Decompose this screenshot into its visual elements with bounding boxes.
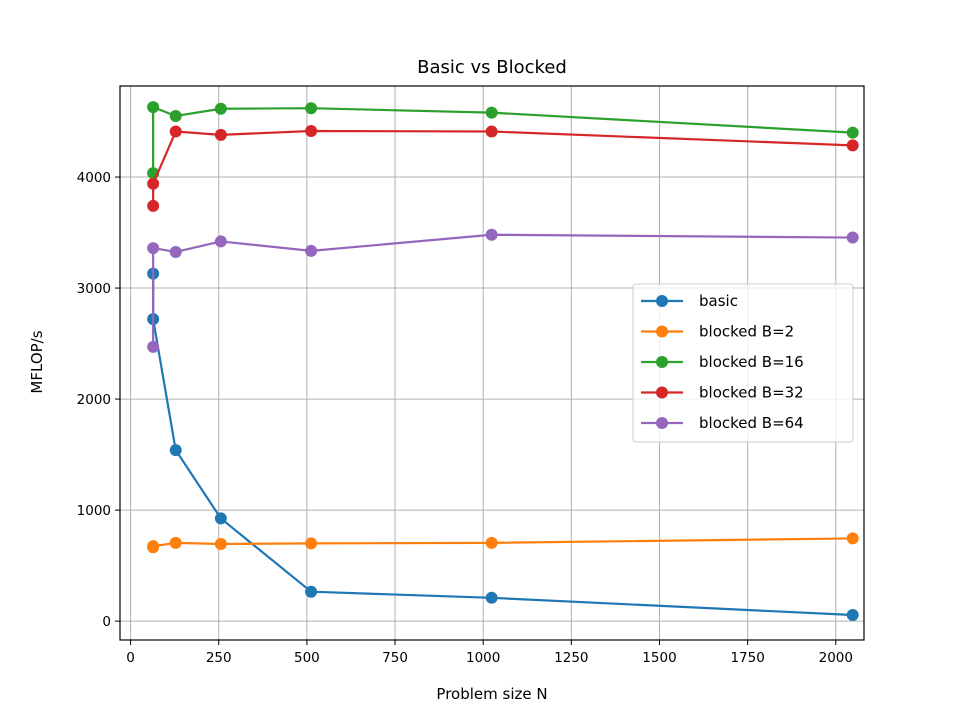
data-point xyxy=(147,242,160,255)
x-tick-label: 1250 xyxy=(554,650,588,666)
series-4 xyxy=(147,228,859,353)
data-point xyxy=(169,125,182,138)
legend-label: basic xyxy=(699,292,738,310)
legend-entry: blocked B=64 xyxy=(641,414,804,432)
x-tick-label: 750 xyxy=(382,650,408,666)
x-tick-label: 1750 xyxy=(730,650,764,666)
legend-label: blocked B=32 xyxy=(699,384,804,402)
series-layer xyxy=(147,101,859,622)
x-tick-label: 1000 xyxy=(466,650,500,666)
y-tick-label: 4000 xyxy=(77,170,111,186)
series-3 xyxy=(147,124,859,212)
legend-marker xyxy=(656,325,668,338)
plot-area-frame xyxy=(119,85,865,641)
data-point xyxy=(485,591,498,604)
data-point xyxy=(305,124,318,137)
data-point xyxy=(846,139,859,152)
data-point xyxy=(147,340,160,353)
ticks: 0 250 500 750 1000 1250 1500 1750 2000 0 1000 2000 3… xyxy=(77,170,853,666)
x-axis-label: Problem size N xyxy=(436,685,547,703)
legend-marker xyxy=(656,295,668,307)
legend-box xyxy=(632,283,854,443)
x-tick-label: 500 xyxy=(294,650,320,666)
x-tick-label: 250 xyxy=(206,650,232,666)
data-point xyxy=(169,245,182,258)
legend-entry: blocked B=32 xyxy=(641,384,804,402)
x-tick-label: 1500 xyxy=(642,650,676,666)
y-tick-label: 3000 xyxy=(77,281,111,297)
legend-entry: blocked B=2 xyxy=(641,323,794,341)
data-point xyxy=(169,444,182,457)
legend-entry: blocked B=16 xyxy=(641,353,804,371)
y-tick-label: 1000 xyxy=(77,503,111,519)
data-point xyxy=(846,609,859,622)
data-point xyxy=(305,537,318,550)
legend-entry: basic xyxy=(641,292,738,310)
legend-label: blocked B=64 xyxy=(699,414,804,432)
data-point xyxy=(147,177,160,190)
legend-label: blocked B=16 xyxy=(699,353,804,371)
y-tick-label: 0 xyxy=(102,614,111,630)
legend: basic blocked B=2 blocked B=16 blocked B=32… xyxy=(632,283,854,443)
data-point xyxy=(305,102,318,115)
data-point xyxy=(214,102,227,115)
x-tick-label: 0 xyxy=(126,650,135,666)
legend-marker xyxy=(656,417,668,429)
data-point xyxy=(214,235,227,248)
data-point xyxy=(485,106,498,119)
data-point xyxy=(214,537,227,550)
y-tick-label: 2000 xyxy=(77,392,111,408)
data-point xyxy=(305,585,318,598)
series-1 xyxy=(147,532,859,554)
y-axis-label: MFLOP/s xyxy=(28,330,46,393)
data-point xyxy=(485,228,498,241)
legend-marker xyxy=(656,386,668,399)
grid xyxy=(120,86,864,640)
data-point xyxy=(846,532,859,545)
legend-label: blocked B=2 xyxy=(699,323,794,341)
data-point xyxy=(147,101,160,114)
data-point xyxy=(147,199,160,212)
data-point xyxy=(485,125,498,138)
data-point xyxy=(846,126,859,139)
data-point xyxy=(214,512,227,525)
data-point xyxy=(169,109,182,122)
chart-title: Basic vs Blocked xyxy=(417,57,567,78)
data-point xyxy=(214,128,227,141)
data-point xyxy=(485,536,498,549)
data-point xyxy=(169,536,182,549)
data-point xyxy=(147,540,160,553)
data-point xyxy=(305,244,318,257)
data-point xyxy=(846,231,859,244)
x-tick-label: 2000 xyxy=(819,650,853,666)
legend-marker xyxy=(656,356,668,368)
